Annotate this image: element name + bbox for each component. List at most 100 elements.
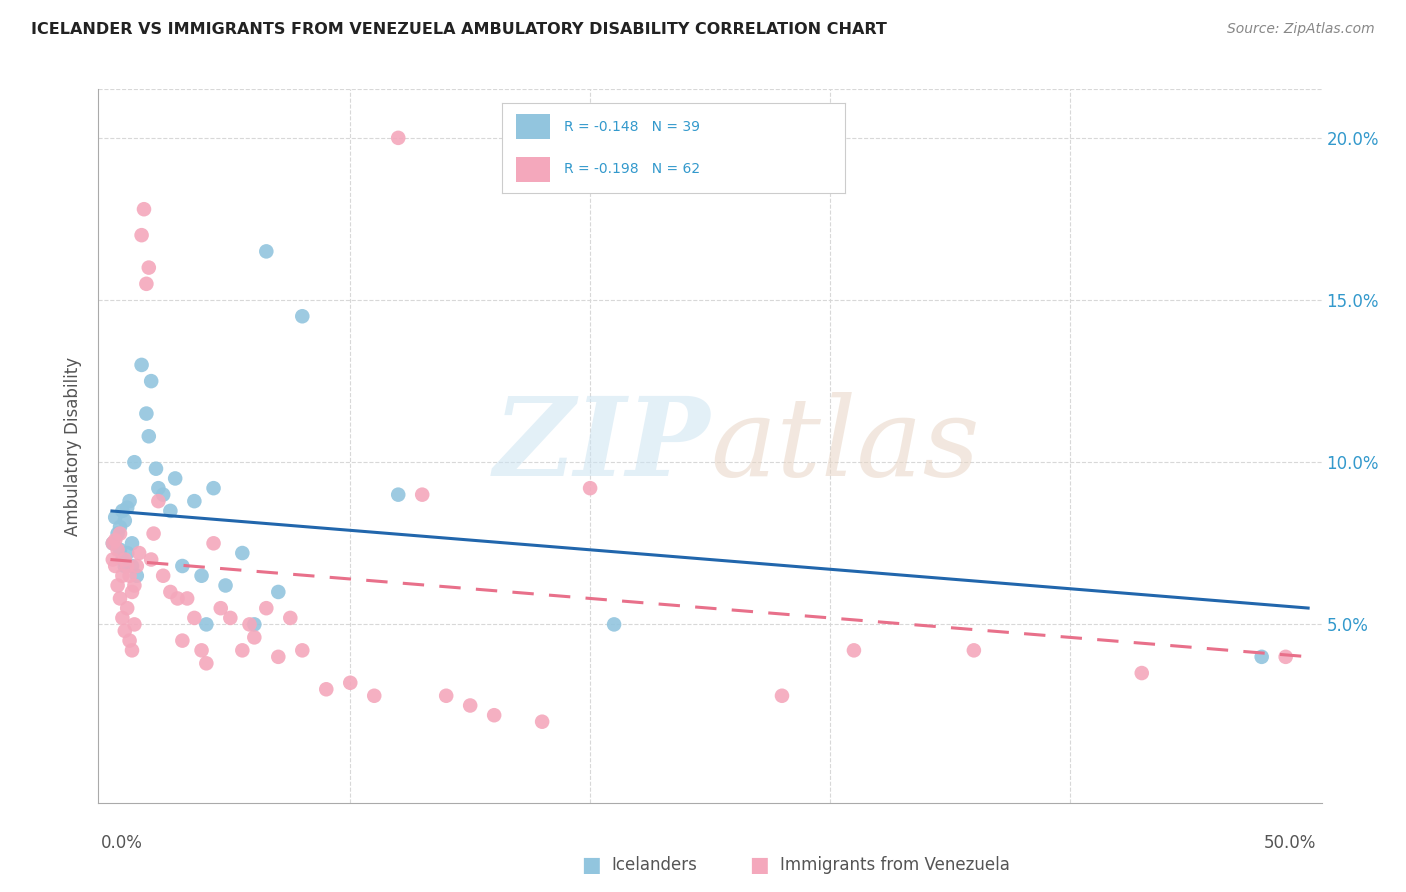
Point [172, 559, 194, 574]
Point [363, 689, 385, 703]
Point [114, 552, 136, 566]
Point [111, 611, 134, 625]
Point [603, 617, 626, 632]
Point [114, 624, 136, 638]
Point [214, 578, 236, 592]
Y-axis label: Ambulatory Disability: Ambulatory Disability [65, 357, 83, 535]
Text: atlas: atlas [710, 392, 980, 500]
Point [108, 520, 131, 534]
Point [138, 260, 160, 275]
Point [131, 358, 153, 372]
Point [159, 504, 181, 518]
Point [115, 546, 138, 560]
Point [1250, 649, 1272, 664]
Point [238, 617, 260, 632]
Point [254, 601, 277, 615]
Point [434, 689, 457, 703]
Point [108, 526, 131, 541]
Point [142, 526, 165, 541]
Point [148, 481, 170, 495]
Point [219, 611, 242, 625]
Point [231, 643, 253, 657]
Point [579, 481, 602, 495]
Point [190, 643, 212, 657]
Text: ICELANDER VS IMMIGRANTS FROM VENEZUELA AMBULATORY DISABILITY CORRELATION CHART: ICELANDER VS IMMIGRANTS FROM VENEZUELA A… [31, 22, 887, 37]
Point [183, 611, 205, 625]
Point [128, 546, 150, 560]
Point [231, 546, 253, 560]
Point [108, 591, 131, 606]
Point [148, 494, 170, 508]
Point [190, 568, 212, 582]
Point [195, 657, 218, 671]
Point [121, 643, 143, 657]
Point [278, 611, 301, 625]
Point [115, 559, 138, 574]
Point [118, 633, 141, 648]
Point [291, 310, 314, 324]
Point [104, 559, 127, 574]
Point [254, 244, 277, 259]
Point [124, 578, 146, 592]
Point [121, 559, 143, 574]
Point [101, 536, 124, 550]
Point [131, 228, 153, 243]
Point [202, 536, 225, 550]
Point [152, 488, 174, 502]
Text: ZIP: ZIP [494, 392, 710, 500]
Point [165, 471, 187, 485]
Point [176, 591, 198, 606]
Point [770, 689, 793, 703]
Point [291, 643, 314, 657]
Point [107, 578, 129, 592]
Text: Source: ZipAtlas.com: Source: ZipAtlas.com [1227, 22, 1375, 37]
Point [387, 131, 409, 145]
Point [209, 601, 232, 615]
Point [202, 481, 225, 495]
Point [411, 488, 433, 502]
Point [135, 407, 157, 421]
Point [183, 494, 205, 508]
Point [135, 277, 157, 291]
Point [114, 514, 136, 528]
Point [108, 542, 131, 557]
Point [125, 559, 148, 574]
Text: ■: ■ [749, 855, 769, 875]
Point [101, 552, 124, 566]
Point [107, 526, 129, 541]
Text: Icelanders: Icelanders [612, 856, 697, 874]
Point [387, 488, 409, 502]
Point [267, 585, 290, 599]
Point [101, 536, 124, 550]
Point [145, 461, 167, 475]
Point [138, 429, 160, 443]
Point [159, 585, 181, 599]
Point [104, 533, 127, 547]
Text: 0.0%: 0.0% [101, 834, 143, 852]
Point [267, 649, 290, 664]
Point [124, 455, 146, 469]
Point [243, 617, 266, 632]
Point [339, 675, 361, 690]
Point [141, 552, 163, 566]
Point [124, 617, 146, 632]
Point [118, 568, 141, 582]
Point [141, 374, 163, 388]
Point [1274, 649, 1296, 664]
Point [115, 601, 138, 615]
Point [963, 643, 986, 657]
Point [132, 202, 155, 217]
Point [121, 585, 143, 599]
Point [152, 568, 174, 582]
Text: ■: ■ [581, 855, 600, 875]
Point [111, 552, 134, 566]
Text: 50.0%: 50.0% [1264, 834, 1316, 852]
Point [107, 542, 129, 557]
Point [118, 494, 141, 508]
Text: Immigrants from Venezuela: Immigrants from Venezuela [780, 856, 1010, 874]
Point [315, 682, 337, 697]
Point [842, 643, 865, 657]
Point [482, 708, 505, 723]
Point [115, 500, 138, 515]
Point [114, 559, 136, 574]
